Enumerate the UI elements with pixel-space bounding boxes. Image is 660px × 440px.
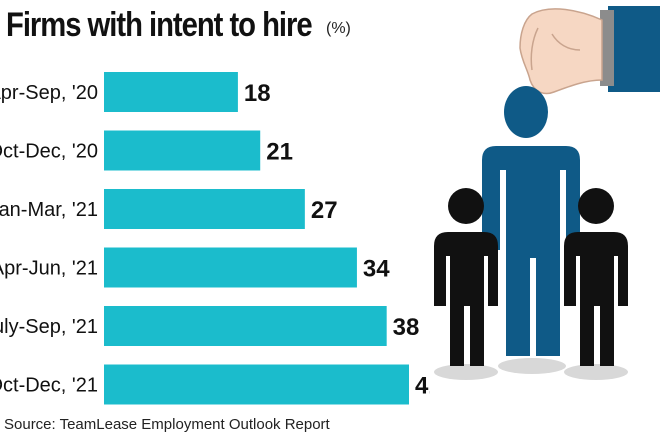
value-label: 21 bbox=[266, 139, 293, 166]
person-right-icon bbox=[564, 188, 628, 366]
bar bbox=[104, 189, 305, 229]
bar bbox=[104, 306, 387, 346]
category-label: Jan-Mar, '21 bbox=[0, 199, 98, 221]
bar bbox=[104, 72, 238, 112]
hiring-illustration bbox=[434, 6, 660, 380]
hand-icon bbox=[519, 8, 603, 95]
value-label: 34 bbox=[363, 256, 390, 283]
value-label: 18 bbox=[244, 80, 271, 107]
bar bbox=[104, 130, 261, 171]
bar bbox=[104, 247, 357, 288]
bar-chart: Apr-Sep, '20 18 Oct-Dec, '20 21 Jan-Mar, '21… bbox=[0, 72, 430, 405]
value-label: 41 bbox=[415, 373, 430, 400]
source-note: Source: TeamLease Employment Outlook Rep… bbox=[4, 416, 330, 433]
value-label: 38 bbox=[393, 314, 420, 341]
category-label: Apr-Jun, '21 bbox=[0, 258, 98, 280]
category-label: Oct-Dec, '21 bbox=[0, 375, 98, 397]
unit-label: (%) bbox=[326, 20, 351, 37]
coin-icon bbox=[504, 86, 548, 138]
shadow bbox=[434, 364, 498, 380]
value-label: 27 bbox=[311, 197, 338, 224]
chart-title: Firms with intent to hire bbox=[6, 6, 313, 44]
person-left-icon bbox=[434, 188, 498, 366]
category-label: Oct-Dec, '20 bbox=[0, 141, 98, 163]
bar bbox=[104, 364, 409, 405]
person-selected-icon bbox=[482, 146, 580, 356]
shadow bbox=[564, 364, 628, 380]
category-label: July-Sep, '21 bbox=[0, 316, 98, 338]
shadow bbox=[498, 358, 566, 374]
sleeve-icon bbox=[600, 6, 660, 92]
category-label: Apr-Sep, '20 bbox=[0, 82, 98, 104]
